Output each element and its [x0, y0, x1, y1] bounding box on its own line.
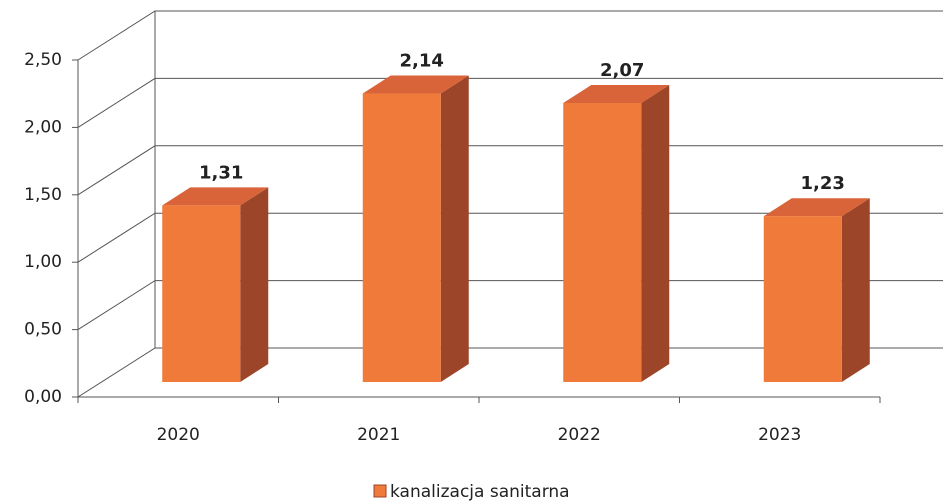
bar-top [563, 84, 670, 103]
grid-line [77, 347, 943, 398]
bar-side [641, 84, 670, 383]
grid-line [77, 280, 943, 331]
y-tick-label: 2,50 [24, 50, 62, 70]
y-tick-label: 1,50 [24, 185, 62, 205]
value-label: 2,07 [600, 60, 644, 81]
x-tick-label: 2022 [558, 425, 601, 445]
grid-line [77, 10, 943, 61]
bar [563, 102, 642, 383]
bar-side [240, 187, 269, 382]
bar-side [841, 198, 870, 382]
bar [162, 205, 241, 382]
x-tick-label: 2021 [357, 425, 400, 445]
x-tick-label: 2020 [157, 425, 200, 445]
x-tick-label: 2023 [758, 425, 801, 445]
y-tick-label: 1,00 [24, 252, 62, 272]
y-tick-label: 2,00 [24, 117, 62, 137]
bar-top [362, 75, 469, 94]
y-tick-label: 0,00 [24, 387, 62, 407]
value-label: 2,14 [400, 51, 444, 72]
bar-top [162, 187, 269, 206]
grid-line [77, 145, 943, 196]
grid-line [77, 77, 943, 128]
legend-label: kanalizacja sanitarna [390, 482, 570, 502]
legend-swatch [373, 484, 387, 498]
value-label: 1,31 [199, 162, 243, 183]
y-tick-label: 0,50 [24, 320, 62, 340]
grid-line [77, 212, 943, 263]
bar-side [440, 75, 469, 382]
bar-top [763, 198, 870, 217]
value-label: 1,23 [801, 173, 845, 194]
bar [362, 93, 441, 382]
bar [763, 216, 842, 382]
